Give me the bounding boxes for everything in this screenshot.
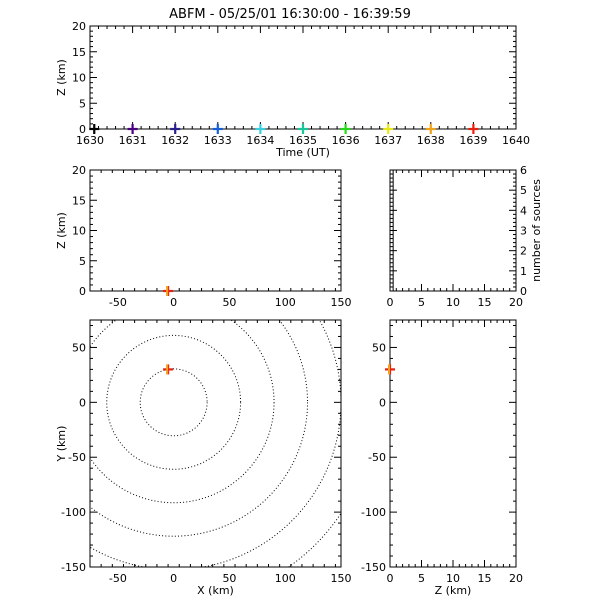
y-axis-label: Z (km) — [55, 212, 68, 249]
x-tick-label: 1632 — [161, 134, 189, 147]
y-tick-label: 5 — [79, 97, 86, 110]
x-tick-label: 0 — [387, 572, 394, 585]
y-tick-label: 5 — [520, 184, 527, 197]
y-axis-label: Z (km) — [55, 59, 68, 96]
x-axis-label: Time (UT) — [275, 146, 330, 159]
x-tick-label: 150 — [331, 572, 352, 585]
x-tick-label: 15 — [478, 572, 492, 585]
x-tick-label: 1637 — [374, 134, 402, 147]
y-tick-label: 3 — [520, 225, 527, 238]
axes-frame — [89, 319, 342, 568]
panel-x-height: -50 0 50 100 150 0 5 10 15 20 Z (km) — [55, 164, 352, 309]
range-ring — [90, 320, 275, 504]
y-tick-label: 50 — [72, 341, 86, 354]
y-tick-label: 20 — [72, 20, 86, 33]
x-tick-label: 5 — [418, 296, 425, 309]
axes-frame — [89, 169, 342, 292]
x-tick-label: 1636 — [332, 134, 360, 147]
axes-frame — [389, 169, 517, 292]
y-tick-label: -150 — [61, 561, 86, 574]
y-tick-label: -100 — [361, 506, 386, 519]
y-tick-label: 10 — [72, 72, 86, 85]
y-tick-label: 15 — [72, 194, 86, 207]
range-ring — [90, 320, 341, 567]
range-ring — [287, 512, 341, 567]
y-tick-label: 0 — [79, 123, 86, 136]
y-tick-label: -100 — [61, 506, 86, 519]
y-tick-label: 50 — [372, 341, 386, 354]
x-tick-label: 150 — [331, 296, 352, 309]
x-axis-label: X (km) — [197, 584, 234, 597]
axes-frame — [389, 319, 517, 568]
x-tick-label: 1634 — [246, 134, 274, 147]
x-tick-label: 1640 — [502, 134, 530, 147]
y-tick-label: 0 — [379, 396, 386, 409]
range-ring — [139, 368, 208, 437]
x-tick-label: 1635 — [289, 134, 317, 147]
y-axis-label: Y (km) — [55, 426, 68, 463]
x-tick-label: 15 — [478, 296, 492, 309]
range-ring — [90, 320, 308, 537]
y-tick-label: 2 — [520, 245, 527, 258]
y-tick-label: 20 — [72, 164, 86, 177]
y-tick-label: -50 — [68, 451, 86, 464]
y-tick-label: 5 — [79, 255, 86, 268]
x-tick-label: 0 — [170, 296, 177, 309]
x-tick-label: 1639 — [459, 134, 487, 147]
y-tick-label: -50 — [368, 451, 386, 464]
x-tick-label: 5 — [418, 572, 425, 585]
x-tick-label: 1630 — [76, 134, 104, 147]
y-tick-label: 6 — [520, 164, 527, 177]
range-ring — [106, 334, 242, 470]
x-tick-label: 50 — [222, 572, 236, 585]
x-tick-label: 10 — [446, 296, 460, 309]
x-tick-label: 10 — [446, 572, 460, 585]
x-tick-label: 1633 — [204, 134, 232, 147]
y-tick-label: 10 — [72, 225, 86, 238]
y-tick-label: 0 — [79, 396, 86, 409]
axes-frame — [89, 25, 517, 130]
x-tick-label: 0 — [387, 296, 394, 309]
x-tick-label: 20 — [509, 572, 523, 585]
x-tick-label: 50 — [222, 296, 236, 309]
panel-height-y: 0 5 10 15 20 -150 -100 -50 0 50 Z (km) — [361, 319, 523, 597]
x-tick-label: 100 — [275, 572, 296, 585]
x-tick-label: -50 — [109, 572, 127, 585]
x-tick-label: 20 — [509, 296, 523, 309]
x-axis-label: Z (km) — [435, 584, 472, 597]
y-tick-label: -150 — [361, 561, 386, 574]
x-tick-label: -50 — [109, 296, 127, 309]
plot-area — [90, 320, 341, 567]
x-tick-label: 0 — [170, 572, 177, 585]
y-tick-label: 0 — [520, 285, 527, 298]
x-tick-label: 1631 — [119, 134, 147, 147]
figure-title: ABFM - 05/25/01 16:30:00 - 16:39:59 — [169, 7, 411, 22]
panel-time-height: 1630 1631 1632 1633 1634 1635 1636 1637 1638 1639… — [55, 20, 530, 159]
y-axis-label: number of sources — [530, 179, 543, 282]
y-tick-label: 1 — [520, 265, 527, 278]
y-tick-label: 4 — [520, 204, 527, 217]
x-tick-label: 100 — [275, 296, 296, 309]
y-tick-label: 0 — [79, 285, 86, 298]
y-tick-label: 15 — [72, 46, 86, 59]
x-tick-label: 1638 — [417, 134, 445, 147]
